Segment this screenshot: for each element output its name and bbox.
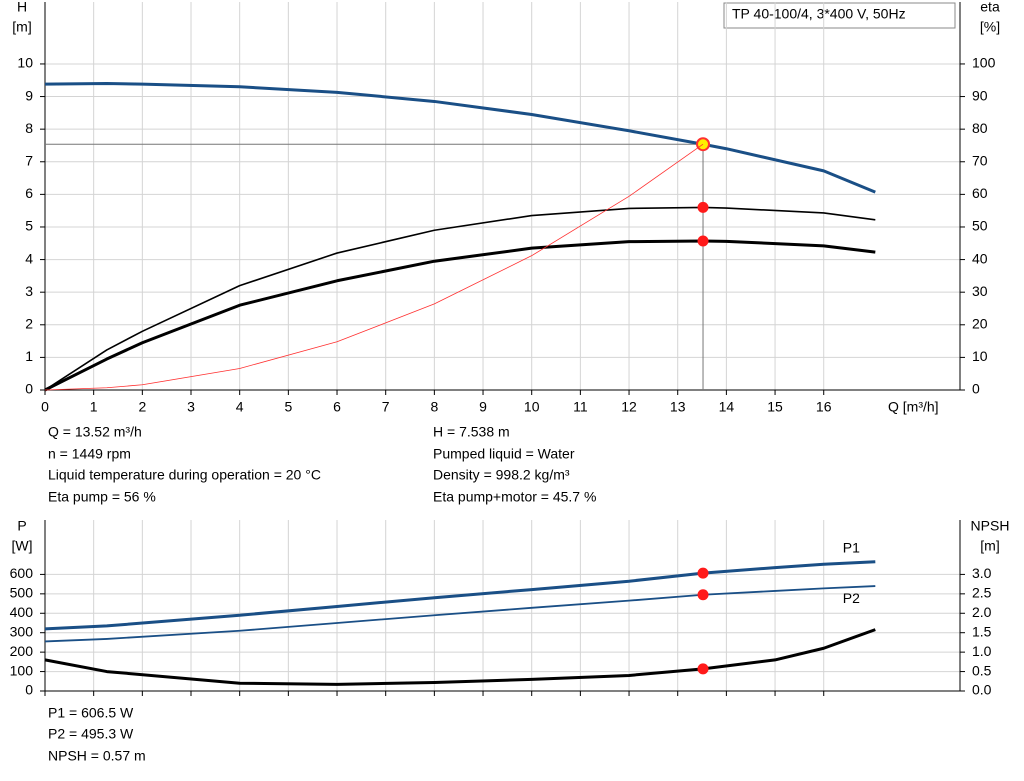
- info-text: NPSH = 0.57 m: [48, 748, 146, 764]
- y2-axis-unit: [m]: [980, 538, 999, 554]
- x-tick-label: 15: [767, 399, 783, 415]
- x-tick-label: 5: [284, 399, 292, 415]
- curve: [44, 143, 704, 391]
- curve: [44, 585, 876, 643]
- legend-label: P2: [843, 590, 860, 606]
- curve: [44, 628, 876, 686]
- y-tick-label: 4: [25, 250, 33, 266]
- info-text: Eta pump = 56 %: [48, 489, 156, 505]
- y2-tick-label: 3.0: [972, 565, 992, 581]
- x-tick-label: 0: [41, 399, 49, 415]
- operating-point: [697, 567, 709, 579]
- info-text: P1 = 606.5 W: [48, 705, 134, 721]
- x-tick-label: 2: [138, 399, 146, 415]
- x-tick-label: 1: [90, 399, 98, 415]
- x-tick-label: 11: [573, 399, 588, 415]
- info-text: Pumped liquid = Water: [433, 446, 575, 462]
- y-tick-label: 300: [10, 623, 34, 639]
- y2-tick-label: 50: [972, 218, 988, 234]
- curve: [44, 206, 876, 391]
- info-text: n = 1449 rpm: [48, 446, 131, 462]
- y2-tick-label: 20: [972, 315, 988, 331]
- y-tick-label: 0: [25, 381, 33, 397]
- x-tick-label: 4: [236, 399, 244, 415]
- y-tick-label: 9: [25, 87, 33, 103]
- y-tick-label: 600: [10, 565, 34, 581]
- x-tick-label: 14: [719, 399, 735, 415]
- y2-tick-label: 30: [972, 283, 988, 299]
- x-tick-label: 8: [430, 399, 438, 415]
- curve: [44, 560, 876, 631]
- chart-title: TP 40-100/4, 3*400 V, 50Hz: [732, 6, 906, 22]
- x-tick-label: 10: [524, 399, 540, 415]
- y-tick-label: 2: [25, 315, 33, 331]
- y-tick-label: 8: [25, 120, 33, 136]
- y-tick-label: 100: [10, 662, 34, 678]
- info-text: Density = 998.2 kg/m³: [433, 467, 570, 483]
- info-text: H = 7.538 m: [433, 424, 510, 440]
- y-tick-label: 200: [10, 643, 34, 659]
- y2-tick-label: 2.5: [972, 585, 992, 601]
- y-axis-label: P: [17, 518, 26, 534]
- x-tick-label: 6: [333, 399, 341, 415]
- operating-point: [697, 201, 709, 213]
- info-text: Eta pump+motor = 45.7 %: [433, 489, 596, 505]
- y-axis-unit: [m]: [12, 19, 31, 35]
- x-axis-label: Q [m³/h]: [888, 399, 939, 415]
- y2-tick-label: 0.0: [972, 682, 992, 698]
- legend-label: P1: [843, 539, 860, 555]
- y2-tick-label: 0.5: [972, 662, 992, 678]
- y2-tick-label: 2.0: [972, 604, 992, 620]
- x-tick-label: 7: [382, 399, 390, 415]
- operating-point: [697, 589, 709, 601]
- y-axis-label: H: [17, 0, 27, 15]
- y2-tick-label: 10: [972, 348, 988, 364]
- y-tick-label: 6: [25, 185, 33, 201]
- y2-tick-label: 70: [972, 152, 988, 168]
- y2-tick-label: 100: [972, 55, 996, 71]
- y2-tick-label: 90: [972, 87, 988, 103]
- y-tick-label: 0: [25, 682, 33, 698]
- y2-axis-unit: [%]: [980, 19, 1000, 35]
- y2-axis-label: eta: [980, 0, 1000, 15]
- x-tick-label: 12: [621, 399, 637, 415]
- y-tick-label: 1: [25, 348, 33, 364]
- x-tick-label: 16: [816, 399, 832, 415]
- info-text: P2 = 495.3 W: [48, 726, 134, 742]
- x-tick-label: 13: [670, 399, 686, 415]
- y2-tick-label: 1.5: [972, 623, 992, 639]
- y2-tick-label: 1.0: [972, 643, 992, 659]
- curve: [44, 239, 876, 392]
- y-tick-label: 500: [10, 585, 34, 601]
- y-tick-label: 10: [17, 55, 33, 71]
- y2-tick-label: 40: [972, 250, 988, 266]
- y-tick-label: 7: [25, 152, 33, 168]
- y2-axis-label: NPSH: [971, 518, 1010, 534]
- x-tick-label: 3: [187, 399, 195, 415]
- x-tick-label: 9: [479, 399, 487, 415]
- y-tick-label: 5: [25, 218, 33, 234]
- y-tick-label: 3: [25, 283, 33, 299]
- y-tick-label: 400: [10, 604, 34, 620]
- title-box: [723, 2, 956, 29]
- info-text: Liquid temperature during operation = 20…: [48, 467, 321, 483]
- y-axis-unit: [W]: [12, 538, 33, 554]
- y2-tick-label: 60: [972, 185, 988, 201]
- info-text: Q = 13.52 m³/h: [48, 424, 142, 440]
- y2-tick-label: 80: [972, 120, 988, 136]
- operating-point: [697, 235, 709, 247]
- curve: [44, 82, 876, 194]
- y2-tick-label: 0: [972, 381, 980, 397]
- operating-point: [697, 663, 709, 675]
